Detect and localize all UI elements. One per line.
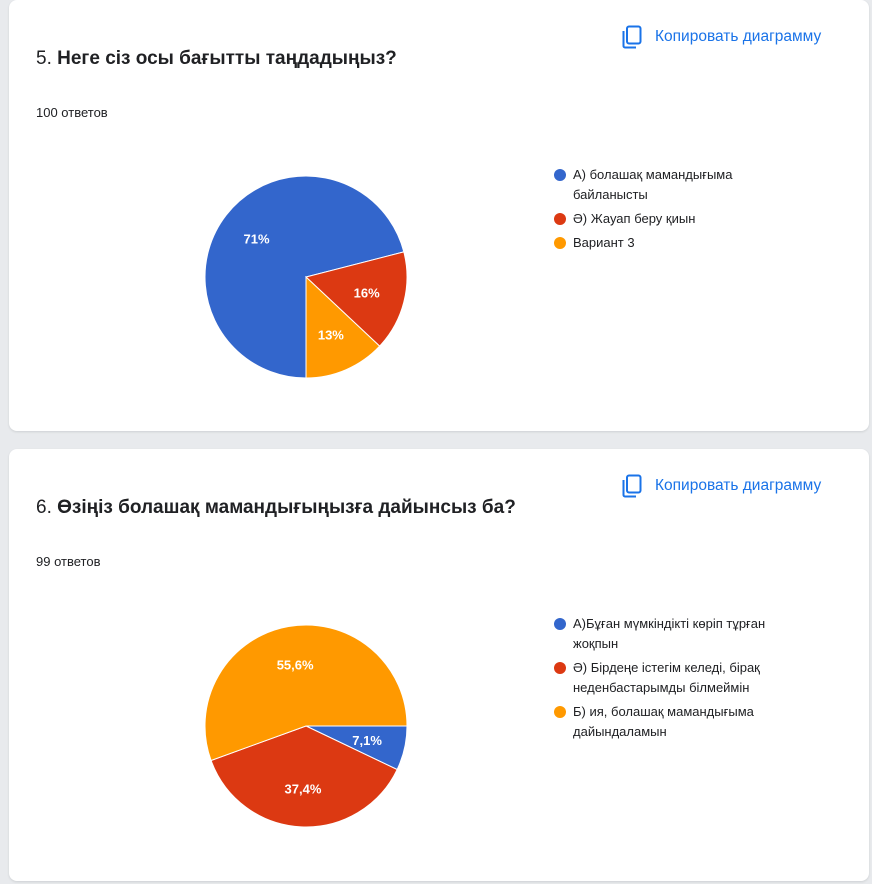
- chart-legend: А) болашақ мамандығыма байланысты Ә) Жауа…: [554, 165, 804, 257]
- response-count: 100 ответов: [36, 105, 108, 120]
- legend-item[interactable]: Б) ия, болашақ мамандығыма дайындаламын: [554, 702, 804, 742]
- pie-slice[interactable]: [204, 175, 405, 379]
- slice-label: 13%: [318, 327, 344, 342]
- question-number: 5.: [36, 48, 52, 69]
- question-title: 6. Өзіңіз болашақ мамандығыңызға дайынсы…: [36, 497, 516, 519]
- legend-item[interactable]: Ә) Жауап беру қиын: [554, 209, 804, 229]
- copy-icon: [622, 25, 642, 49]
- legend-dot: [554, 237, 566, 249]
- legend-item[interactable]: А)Бұған мүмкіндікті көріп тұрған жоқпын: [554, 614, 804, 654]
- copy-icon: [622, 474, 642, 498]
- legend-label: Ә) Жауап беру қиын: [573, 211, 696, 226]
- slice-label: 55,6%: [277, 657, 314, 672]
- legend-dot: [554, 662, 566, 674]
- slice-label: 37,4%: [285, 782, 322, 797]
- response-count: 99 ответов: [36, 554, 101, 569]
- pie-slice[interactable]: [210, 725, 398, 828]
- question-text: Неге сіз осы бағытты таңдадыңыз?: [57, 48, 397, 69]
- pie-slice[interactable]: [304, 251, 408, 347]
- legend-item[interactable]: Вариант 3: [554, 233, 804, 253]
- legend-label: Б) ия, болашақ мамандығыма дайындаламын: [573, 704, 754, 739]
- question-text: Өзіңіз болашақ мамандығыңызға дайынсыз б…: [57, 497, 516, 518]
- chart-legend: А)Бұған мүмкіндікті көріп тұрған жоқпын Ә…: [554, 614, 804, 746]
- pie-chart: 71% 16% 13%: [204, 175, 408, 379]
- slice-label: 7,1%: [352, 733, 382, 748]
- copy-chart-button[interactable]: Копировать диаграмму: [621, 471, 821, 501]
- legend-label: Вариант 3: [573, 235, 635, 250]
- pie-chart: 7,1% 37,4% 55,6%: [204, 624, 408, 828]
- copy-chart-label: Копировать диаграмму: [655, 477, 822, 494]
- copy-chart-button[interactable]: Копировать диаграмму: [621, 22, 821, 52]
- legend-dot: [554, 706, 566, 718]
- legend-item[interactable]: Ә) Бірдеңе істегім келеді, бірақ неденба…: [554, 658, 804, 698]
- legend-item[interactable]: А) болашақ мамандығыма байланысты: [554, 165, 804, 205]
- slice-label: 71%: [244, 232, 270, 247]
- pie-slice[interactable]: [305, 275, 381, 379]
- chart-card-q6: Копировать диаграмму 6. Өзіңіз болашақ м…: [9, 449, 869, 881]
- pie-slice[interactable]: [204, 624, 408, 762]
- legend-dot: [554, 169, 566, 181]
- copy-chart-label: Копировать диаграмму: [655, 28, 822, 45]
- question-title: 5. Неге сіз осы бағытты таңдадыңыз?: [36, 48, 397, 70]
- question-number: 6.: [36, 497, 52, 518]
- slice-label: 16%: [354, 286, 380, 301]
- legend-label: А)Бұған мүмкіндікті көріп тұрған жоқпын: [573, 616, 766, 651]
- legend-label: Ә) Бірдеңе істегім келеді, бірақ неденба…: [573, 660, 760, 695]
- legend-dot: [554, 618, 566, 630]
- legend-dot: [554, 213, 566, 225]
- legend-label: А) болашақ мамандығыма байланысты: [573, 167, 733, 202]
- chart-card-q5: Копировать диаграмму 5. Неге сіз осы бағ…: [9, 0, 869, 431]
